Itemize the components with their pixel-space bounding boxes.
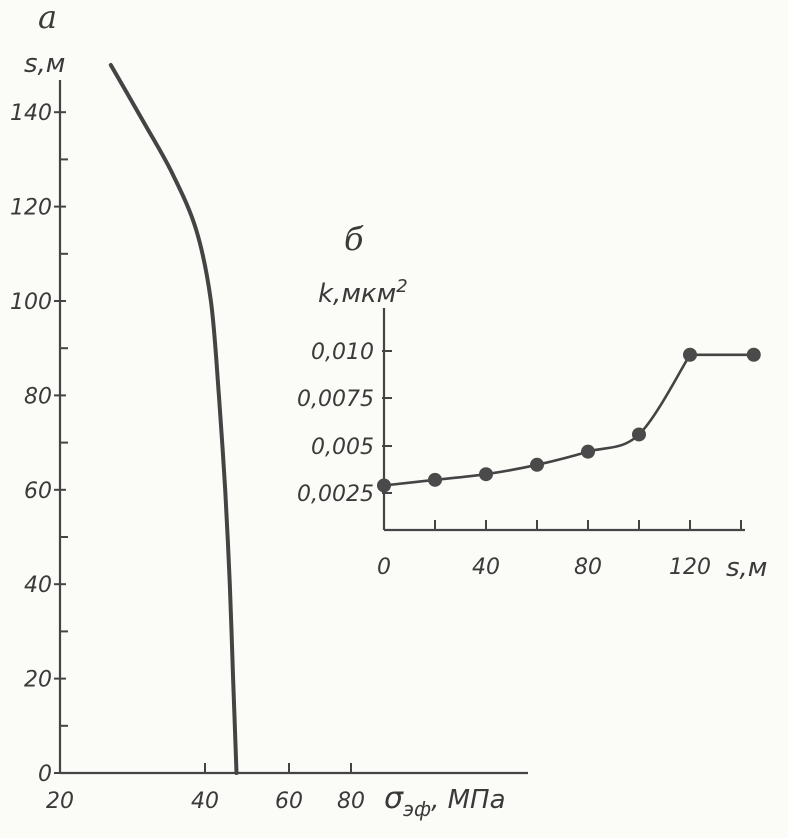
panel-a-label: а <box>38 0 57 36</box>
panel-b-label: б <box>344 220 364 258</box>
panel-b-y-ticks: 0,0025 0,005 0,0075 0,010 <box>297 340 392 507</box>
panel-b-y-axis-title: k,мкм2 <box>318 276 408 309</box>
data-point <box>632 427 646 442</box>
panel-b-series-line <box>383 353 754 487</box>
x-tick-label: 120 <box>669 555 711 580</box>
data-point <box>428 472 442 487</box>
data-point <box>683 347 697 362</box>
y-tick-label: 80 <box>24 384 52 409</box>
panel-a-series-line <box>108 63 239 775</box>
y-tick-label: 20 <box>24 668 52 693</box>
x-tick-label: 60 <box>275 789 303 814</box>
x-tick-label: 80 <box>337 789 365 814</box>
y-tick-label: 100 <box>10 290 52 315</box>
panel-a-x-ticks: 20 40 60 80 <box>46 763 365 814</box>
data-point <box>377 478 391 493</box>
y-tick-label: 0 <box>38 762 52 787</box>
panel-b-x-axis-title: s,м <box>726 553 767 583</box>
x-tick-label: 40 <box>472 555 500 580</box>
panel-a-x-axis-title: σэф, МПа <box>384 781 506 821</box>
data-point <box>479 467 493 482</box>
y-tick-label: 0,0075 <box>297 387 374 412</box>
data-point <box>530 457 544 472</box>
y-tick-label: 120 <box>10 196 52 221</box>
panel-a-y-axis-title: s,м <box>24 49 65 79</box>
y-tick-label: 0,005 <box>311 435 374 460</box>
y-tick-label: 0,010 <box>311 340 374 365</box>
y-tick-label: 0,0025 <box>297 482 374 507</box>
data-point <box>746 347 761 362</box>
y-tick-label: 140 <box>10 101 52 126</box>
x-tick-label: 0 <box>377 555 391 580</box>
panel-a-y-ticks: 0 20 40 60 80 100 120 140 <box>10 101 68 787</box>
panel-b-markers <box>377 347 761 493</box>
data-point <box>581 444 595 459</box>
panel-b-x-ticks: 0 40 80 120 <box>377 520 742 580</box>
y-tick-label: 40 <box>24 573 52 598</box>
panel-b: б k,мкм2 s,м 0,0025 0,005 0,0075 0,010 0 40 8… <box>297 220 767 583</box>
y-tick-label: 60 <box>24 479 52 504</box>
x-tick-label: 20 <box>46 789 74 814</box>
x-tick-label: 40 <box>191 789 219 814</box>
x-tick-label: 80 <box>574 555 602 580</box>
